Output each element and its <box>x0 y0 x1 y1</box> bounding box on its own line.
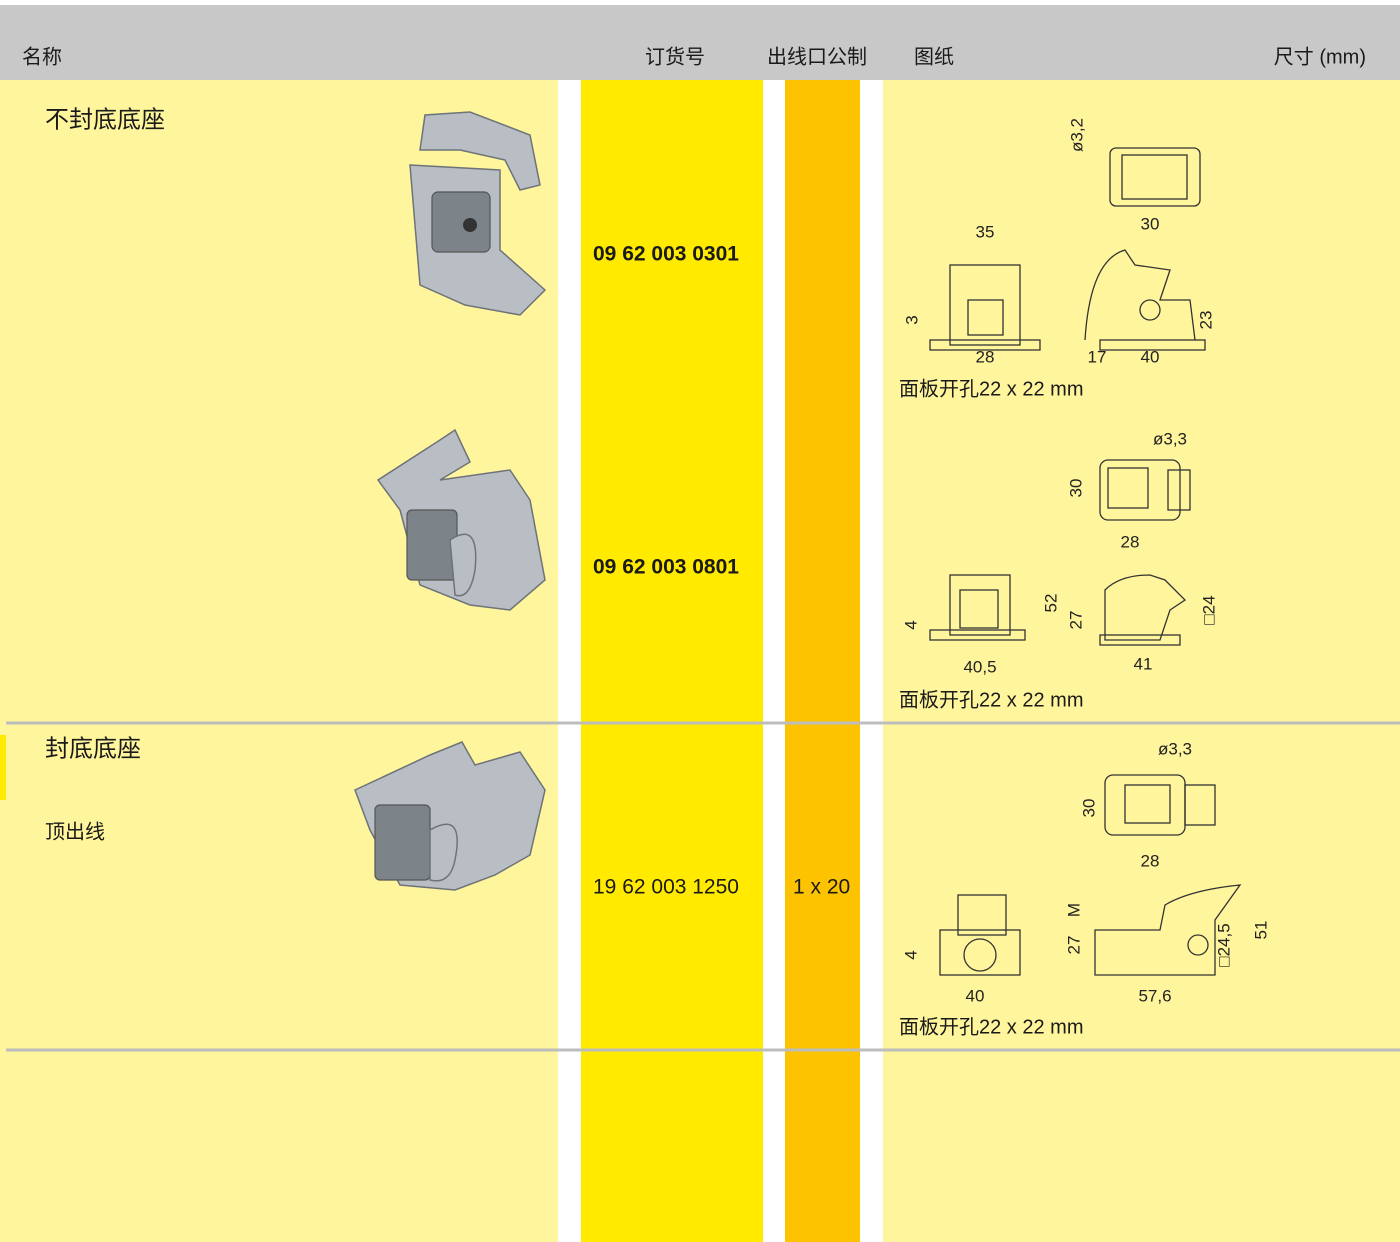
entry-column <box>785 80 860 1242</box>
row-marker <box>0 735 6 800</box>
dimension-label: ø3,2 <box>1067 118 1086 152</box>
panel-cutout: 面板开孔22 x 22 mm <box>899 688 1083 711</box>
dimension-label: 17 <box>1088 347 1107 366</box>
dimension-label: 4 <box>901 620 920 629</box>
header-cell: 图纸 <box>914 45 954 68</box>
dimension-label: 28 <box>1141 851 1160 870</box>
dimension-label: 40,5 <box>963 657 996 676</box>
dimension-label: 51 <box>1251 921 1270 940</box>
dimension-label: □24 <box>1199 595 1218 624</box>
dimension-label: M <box>1064 903 1083 917</box>
dimension-label: 30 <box>1079 799 1098 818</box>
header-cell: 尺寸 (mm) <box>1274 45 1366 68</box>
product-image <box>354 741 546 891</box>
panel-cutout: 面板开孔22 x 22 mm <box>899 377 1083 400</box>
dimension-label: 23 <box>1196 311 1215 330</box>
product-image <box>409 111 547 316</box>
dimension-label: 30 <box>1066 479 1085 498</box>
dimension-label: 40 <box>1141 347 1160 366</box>
dimension-label: 41 <box>1134 654 1153 673</box>
row-subtitle: 顶出线 <box>45 820 105 843</box>
dimension-label: 57,6 <box>1138 986 1171 1005</box>
panel-cutout: 面板开孔22 x 22 mm <box>899 1015 1083 1038</box>
header-bar <box>0 5 1400 80</box>
order-number: 09 62 003 0301 <box>593 243 739 266</box>
row-name: 封底底座 <box>45 735 141 762</box>
technical-drawing <box>929 147 1206 351</box>
drawing-column <box>883 80 1400 1242</box>
order-number: 19 62 003 1250 <box>593 876 739 899</box>
header-cell: 出线口公制 <box>767 45 867 68</box>
technical-drawing <box>929 459 1191 646</box>
dimension-label: □24,5 <box>1214 923 1233 966</box>
row-name: 不封底底座 <box>45 106 165 133</box>
dimension-label: 27 <box>1066 611 1085 630</box>
dimension-label: 35 <box>976 222 995 241</box>
order-number: 09 62 003 0801 <box>593 556 739 579</box>
cable-entry: 1 x 20 <box>793 876 850 899</box>
dimension-label: 52 <box>1041 594 1060 613</box>
product-image <box>376 428 546 611</box>
dimension-label: 3 <box>902 315 921 324</box>
order-column <box>581 80 763 1242</box>
dimension-label: 4 <box>901 950 920 959</box>
header-cell: 订货号 <box>645 45 705 68</box>
technical-drawing <box>939 774 1242 976</box>
dimension-label: ø3,3 <box>1153 429 1187 448</box>
dimension-label: 40 <box>966 986 985 1005</box>
header-cell: 名称 <box>22 45 62 68</box>
dimension-label: ø3,3 <box>1158 739 1192 758</box>
dimension-label: 28 <box>1121 532 1140 551</box>
dimension-label: 27 <box>1064 936 1083 955</box>
dimension-label: 28 <box>976 347 995 366</box>
dimension-label: 30 <box>1141 214 1160 233</box>
